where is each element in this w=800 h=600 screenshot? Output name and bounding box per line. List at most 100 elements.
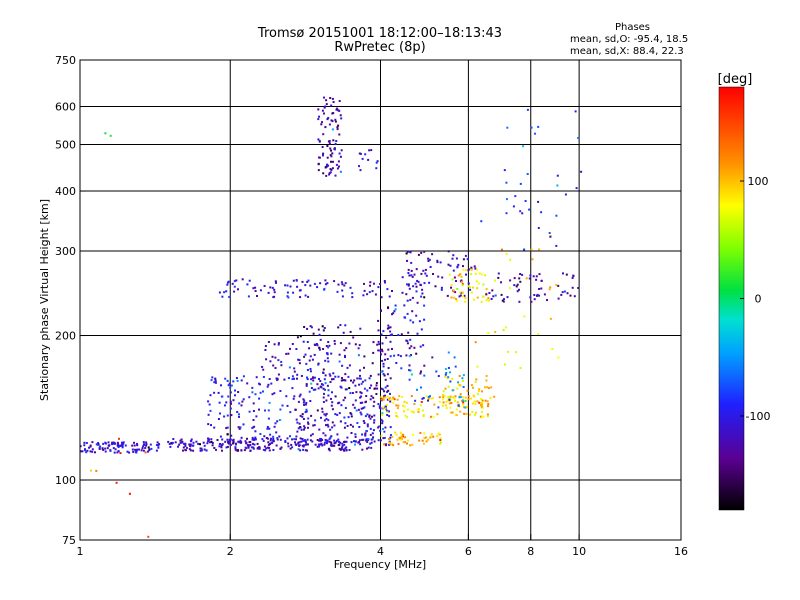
scatter-point bbox=[263, 445, 266, 448]
scatter-point bbox=[264, 349, 267, 351]
scatter-point bbox=[454, 399, 456, 402]
scatter-point bbox=[459, 294, 462, 297]
scatter-point bbox=[425, 395, 428, 398]
scatter-point bbox=[214, 377, 217, 380]
scatter-point bbox=[341, 377, 343, 379]
scatter-point bbox=[509, 258, 512, 261]
scatter-point bbox=[104, 450, 107, 453]
scatter-point bbox=[380, 418, 383, 421]
scatter-point bbox=[316, 383, 319, 386]
scatter-point bbox=[373, 414, 376, 417]
scatter-point bbox=[407, 408, 409, 411]
scatter-point bbox=[169, 445, 172, 448]
scatter-point bbox=[284, 441, 287, 443]
scatter-point bbox=[386, 398, 389, 401]
scatter-point bbox=[209, 441, 211, 444]
scatter-point bbox=[385, 405, 387, 408]
scatter-point bbox=[339, 385, 342, 388]
scatter-point bbox=[421, 288, 424, 291]
scatter-point bbox=[382, 396, 385, 399]
scatter-point bbox=[303, 326, 306, 328]
scatter-point bbox=[326, 353, 329, 356]
scatter-point bbox=[430, 397, 433, 400]
scatter-point bbox=[415, 268, 418, 271]
scatter-point bbox=[309, 368, 312, 370]
scatter-point bbox=[333, 340, 336, 342]
scatter-point bbox=[467, 282, 470, 285]
scatter-point bbox=[382, 428, 384, 430]
scatter-point bbox=[354, 343, 357, 346]
scatter-point bbox=[375, 382, 378, 384]
scatter-point bbox=[442, 396, 445, 398]
scatter-point bbox=[257, 446, 260, 449]
scatter-point bbox=[229, 440, 231, 443]
scatter-point bbox=[501, 248, 503, 251]
scatter-point bbox=[295, 418, 298, 421]
scatter-point bbox=[538, 294, 541, 297]
scatter-point bbox=[512, 205, 515, 208]
scatter-point bbox=[383, 395, 386, 398]
scatter-point bbox=[561, 291, 564, 294]
scatter-point bbox=[286, 404, 289, 407]
scatter-point bbox=[388, 295, 391, 298]
scatter-point bbox=[117, 446, 120, 448]
scatter-point bbox=[279, 419, 282, 421]
scatter-point bbox=[298, 444, 300, 447]
scatter-point bbox=[474, 267, 477, 270]
scatter-point bbox=[384, 353, 387, 356]
scatter-point bbox=[211, 444, 214, 447]
scatter-point bbox=[334, 118, 337, 121]
scatter-point bbox=[381, 413, 384, 416]
scatter-point bbox=[450, 296, 453, 299]
scatter-point bbox=[565, 273, 568, 276]
scatter-point bbox=[370, 441, 373, 444]
scatter-point bbox=[350, 379, 352, 382]
scatter-point bbox=[304, 439, 306, 442]
scatter-point bbox=[324, 283, 327, 286]
scatter-point bbox=[289, 347, 291, 350]
scatter-point bbox=[251, 386, 254, 389]
scatter-point bbox=[438, 433, 441, 436]
scatter-point bbox=[368, 414, 371, 417]
scatter-point bbox=[330, 352, 333, 355]
scatter-point bbox=[462, 386, 465, 388]
scatter-point bbox=[239, 441, 242, 444]
scatter-point bbox=[423, 296, 426, 299]
scatter-point bbox=[413, 403, 416, 405]
scatter-point bbox=[327, 389, 330, 392]
scatter-point bbox=[312, 379, 315, 382]
scatter-point bbox=[124, 444, 127, 447]
scatter-point bbox=[317, 387, 320, 390]
scatter-point bbox=[234, 394, 236, 397]
scatter-point bbox=[397, 333, 400, 336]
scatter-point bbox=[333, 439, 336, 442]
scatter-point bbox=[358, 344, 361, 347]
scatter-point bbox=[189, 444, 191, 447]
scatter-point bbox=[555, 214, 558, 217]
scatter-point bbox=[349, 330, 352, 333]
scatter-point bbox=[359, 377, 362, 380]
scatter-point bbox=[341, 295, 344, 298]
scatter-point bbox=[530, 126, 533, 129]
scatter-point bbox=[268, 449, 271, 452]
scatter-point bbox=[530, 300, 533, 303]
scatter-point bbox=[218, 291, 221, 294]
scatter-point bbox=[400, 333, 403, 336]
scatter-point bbox=[548, 232, 551, 234]
scatter-point bbox=[358, 152, 361, 155]
scatter-point bbox=[301, 438, 304, 440]
scatter-point bbox=[452, 289, 455, 292]
scatter-point bbox=[431, 356, 434, 359]
scatter-point bbox=[265, 447, 268, 450]
scatter-point bbox=[255, 415, 258, 418]
scatter-point bbox=[185, 446, 188, 449]
scatter-point bbox=[207, 440, 209, 443]
scatter-point bbox=[320, 416, 322, 419]
scatter-point bbox=[333, 280, 336, 283]
scatter-point bbox=[350, 413, 353, 416]
scatter-point bbox=[456, 300, 458, 303]
scatter-point bbox=[344, 422, 347, 425]
scatter-point bbox=[286, 437, 289, 440]
scatter-point bbox=[318, 333, 321, 336]
scatter-point bbox=[280, 364, 283, 367]
